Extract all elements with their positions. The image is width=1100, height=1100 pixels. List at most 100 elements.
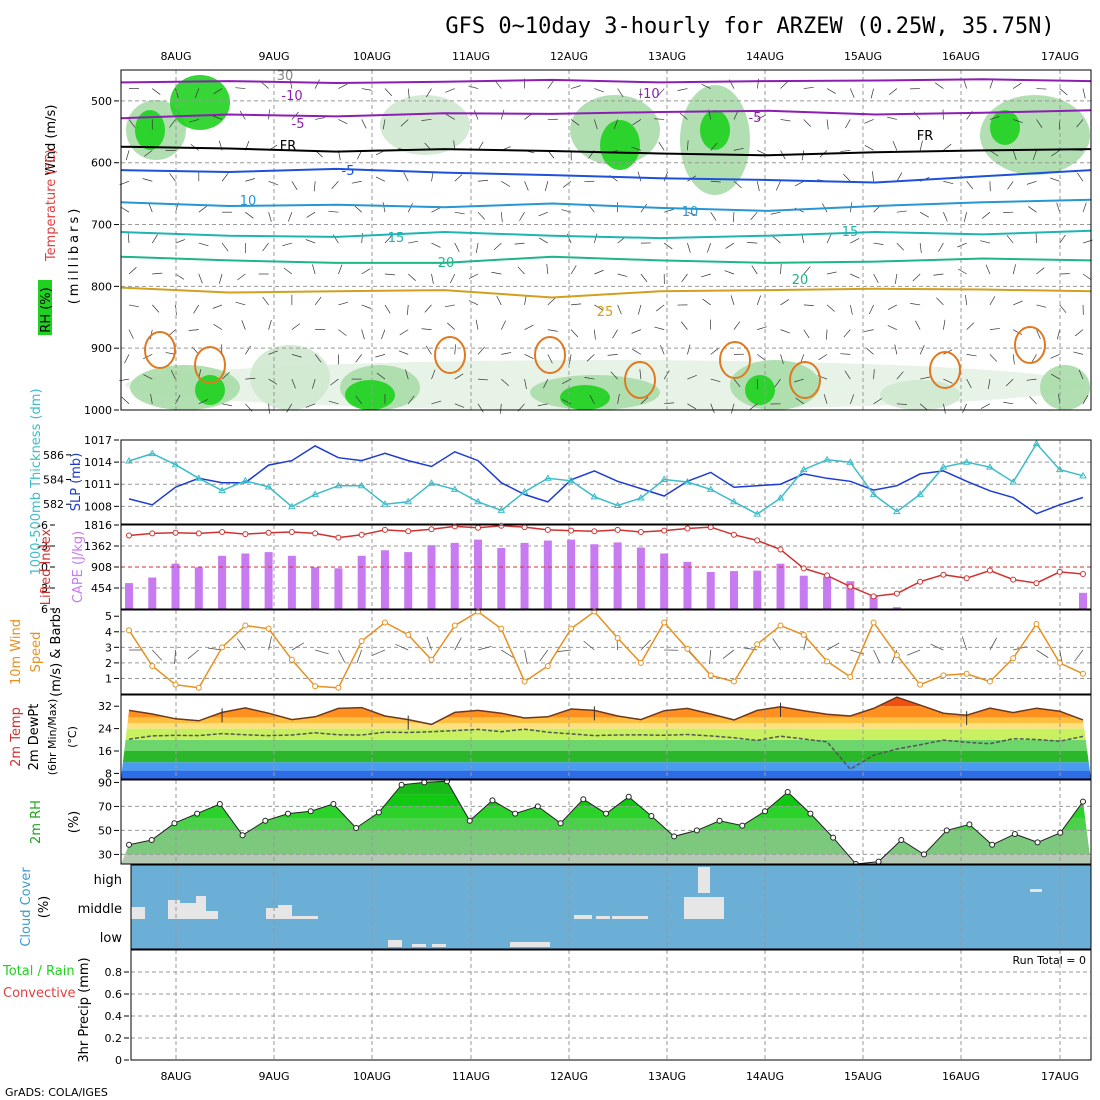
wind-speed-point	[870, 619, 877, 626]
y-tick-label: 454	[91, 582, 112, 595]
cloud-block	[684, 897, 724, 919]
lifted-index-point	[265, 529, 272, 536]
wind-barb	[1013, 300, 1023, 306]
thickness-point	[962, 458, 971, 465]
thickness-point	[613, 501, 622, 508]
wind-barb	[617, 273, 628, 277]
slp-frame	[120, 439, 1092, 525]
cape-bar	[636, 547, 645, 609]
wind-speed-point	[521, 678, 528, 685]
lifted-index-point	[126, 532, 132, 539]
wind-barb	[780, 263, 782, 275]
wind-barb	[198, 205, 208, 213]
wind-speed-point	[568, 625, 575, 632]
wind-barb	[803, 304, 814, 306]
wind-barb	[421, 119, 432, 121]
top-date-label: 17AUG	[1041, 50, 1079, 63]
isotherm	[120, 198, 1092, 212]
y-tick-label: 4	[105, 626, 112, 639]
wind-speed-point	[847, 673, 854, 680]
wind-barb	[121, 396, 130, 405]
wind-barb	[403, 172, 409, 182]
lifted-index-point	[195, 530, 202, 537]
dewpoint-line	[128, 728, 1084, 771]
isotherm-label: 10	[682, 205, 699, 220]
wind-barb	[631, 146, 642, 151]
wind-barb	[1012, 264, 1016, 275]
cape-bar	[1079, 592, 1087, 609]
wind-speed-point	[893, 652, 900, 659]
profile-wind-label: Wind (m/s)	[44, 105, 59, 176]
wind-barb	[826, 642, 840, 651]
bottom-date-label: 10AUG	[353, 1070, 391, 1083]
thickness-point	[730, 497, 738, 505]
cloud-background	[131, 865, 1091, 949]
wind-barb	[501, 180, 511, 187]
wind-barb	[152, 88, 161, 95]
profile-y-ticks: 500 600 700 800 900 1000	[84, 95, 119, 417]
cloud-block	[388, 940, 402, 947]
thickness-point	[799, 465, 808, 473]
wind-barb	[772, 638, 781, 651]
rh-region	[745, 375, 775, 405]
wind-barb	[289, 78, 293, 89]
thickness-point	[683, 478, 692, 485]
wind-barb	[1028, 206, 1037, 213]
wind-barb	[664, 402, 675, 405]
thickness-point	[357, 481, 366, 489]
wind-barb	[583, 640, 595, 651]
wind-barb	[338, 329, 347, 336]
wind-barb	[701, 273, 711, 278]
lifted-index-point	[684, 525, 691, 532]
wind-speed-point	[288, 656, 295, 663]
rh-point	[398, 781, 405, 788]
rh-frame	[120, 779, 1092, 865]
y-tick-label: 0.2	[105, 1032, 123, 1045]
rh-point	[126, 841, 132, 848]
wind-barb	[826, 329, 828, 340]
wind-barb	[1077, 172, 1084, 182]
wind-speed-point	[707, 672, 714, 679]
y-tick-label: 1017	[84, 434, 112, 447]
wind-barb	[912, 273, 921, 282]
wind-barb	[431, 207, 441, 213]
wind-barb	[637, 171, 642, 182]
wind-barb	[658, 141, 665, 151]
wind-barb	[421, 328, 432, 330]
temp-band	[121, 762, 1091, 771]
cape-bar	[799, 575, 808, 609]
thickness-point	[823, 455, 831, 463]
slp-background	[121, 440, 1091, 524]
wind-barb	[894, 344, 898, 355]
wind-barb	[537, 403, 548, 407]
wind-barb	[198, 242, 209, 247]
wind-barb	[826, 119, 829, 130]
wind-barb	[198, 273, 203, 284]
wind-barb	[454, 637, 462, 651]
cape-bar	[846, 581, 855, 609]
bottom-date-axis: 8AUG 9AUG 10AUG 11AUG 12AUG 13AUG 14AUG 15AUG 16…	[160, 1070, 1079, 1083]
wind-barb	[1076, 119, 1084, 128]
wind-barb	[187, 649, 200, 660]
wind-barb	[398, 350, 409, 355]
y-tick-label: 1362	[84, 540, 112, 553]
wind-barb	[617, 393, 620, 404]
rh-point	[534, 803, 541, 810]
wind-barb	[312, 264, 316, 275]
top-date-label: 16AUG	[942, 50, 980, 63]
wind-barb	[291, 642, 305, 651]
wind-barb	[770, 211, 781, 215]
wind-barb	[477, 346, 485, 355]
isotherm	[120, 255, 1092, 264]
temp-label-1: 2m Temp	[9, 707, 24, 767]
wind-barb	[454, 174, 463, 182]
isotherm-label: 20	[792, 273, 809, 288]
wind-barb	[818, 354, 828, 361]
wind-barb	[780, 329, 791, 334]
wind-barb	[446, 114, 455, 120]
wind-barb	[189, 119, 199, 123]
lifted-index-point	[498, 522, 505, 529]
wind-barb	[1013, 329, 1023, 335]
wind-barb	[262, 242, 269, 252]
wind-speed-point	[219, 644, 226, 651]
